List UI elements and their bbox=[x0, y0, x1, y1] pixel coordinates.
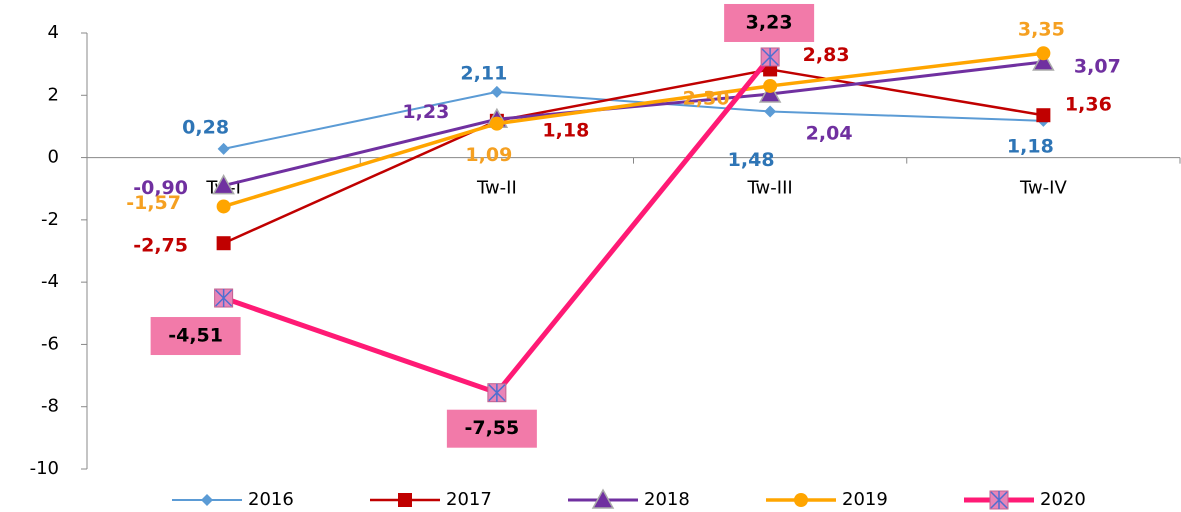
data-label: 1,36 bbox=[1065, 94, 1112, 116]
marker bbox=[487, 383, 507, 403]
data-label: -7,55 bbox=[464, 417, 519, 439]
x-tick-label: Tw-II bbox=[476, 178, 517, 199]
marker bbox=[1036, 108, 1051, 123]
series-line bbox=[223, 68, 1044, 245]
label-box bbox=[724, 3, 815, 42]
legend-label: 2018 bbox=[644, 489, 690, 510]
y-tick-label: -8 bbox=[41, 396, 59, 417]
data-label: 2,11 bbox=[460, 62, 507, 84]
marker-x bbox=[215, 289, 233, 308]
data-label: 1,09 bbox=[465, 144, 512, 166]
marker bbox=[591, 488, 615, 509]
legend-label: 2020 bbox=[1040, 489, 1086, 510]
marker bbox=[489, 116, 504, 131]
data-label: -2,75 bbox=[133, 235, 188, 257]
y-tick-label: 4 bbox=[48, 22, 59, 43]
x-tick-label: Tw-IV bbox=[1019, 178, 1068, 199]
marker bbox=[216, 199, 231, 214]
marker bbox=[212, 174, 235, 195]
legend-label: 2017 bbox=[446, 489, 492, 510]
y-tick-label: 0 bbox=[48, 147, 59, 168]
marker bbox=[763, 78, 778, 93]
marker bbox=[1036, 46, 1051, 61]
marker bbox=[794, 493, 808, 507]
data-label: -1,57 bbox=[126, 192, 181, 214]
legend-label: 2016 bbox=[248, 489, 294, 510]
data-label: -0,90 bbox=[133, 177, 188, 199]
data-label: 3,07 bbox=[1074, 55, 1121, 77]
marker bbox=[1032, 50, 1055, 71]
marker bbox=[989, 490, 1009, 510]
marker bbox=[490, 85, 503, 98]
marker-x bbox=[990, 491, 1008, 509]
label-box bbox=[150, 317, 241, 356]
data-label: 3,35 bbox=[1018, 19, 1065, 41]
data-label: 3,23 bbox=[746, 11, 793, 33]
y-tick-label: -6 bbox=[41, 333, 59, 354]
y-tick-label: -4 bbox=[41, 271, 59, 292]
label-box bbox=[446, 409, 537, 448]
data-label: 1,48 bbox=[728, 149, 775, 171]
marker-x bbox=[488, 383, 506, 402]
series-line bbox=[223, 90, 1044, 150]
data-label: 1,23 bbox=[402, 101, 449, 123]
data-label: 0,28 bbox=[182, 116, 229, 138]
marker-x bbox=[761, 47, 779, 66]
data-label: -4,51 bbox=[168, 325, 223, 347]
marker bbox=[201, 494, 213, 506]
y-tick-label: -10 bbox=[30, 458, 59, 479]
y-tick-label: 2 bbox=[48, 84, 59, 105]
series-line bbox=[223, 60, 1044, 188]
marker bbox=[764, 105, 777, 118]
data-label: 2,30 bbox=[683, 87, 730, 109]
y-tick-label: -2 bbox=[41, 209, 59, 230]
marker bbox=[216, 236, 231, 251]
marker bbox=[217, 142, 230, 155]
data-label: 2,04 bbox=[806, 123, 853, 145]
x-tick-label: Tw-III bbox=[747, 178, 793, 199]
legend-label: 2019 bbox=[842, 489, 888, 510]
marker bbox=[214, 288, 234, 308]
marker bbox=[398, 493, 412, 507]
marker bbox=[758, 82, 782, 103]
marker bbox=[760, 47, 780, 67]
data-label: 1,18 bbox=[1007, 135, 1054, 157]
series-line bbox=[223, 51, 1044, 209]
data-label: 1,18 bbox=[542, 119, 589, 141]
data-label: 2,83 bbox=[803, 44, 850, 66]
